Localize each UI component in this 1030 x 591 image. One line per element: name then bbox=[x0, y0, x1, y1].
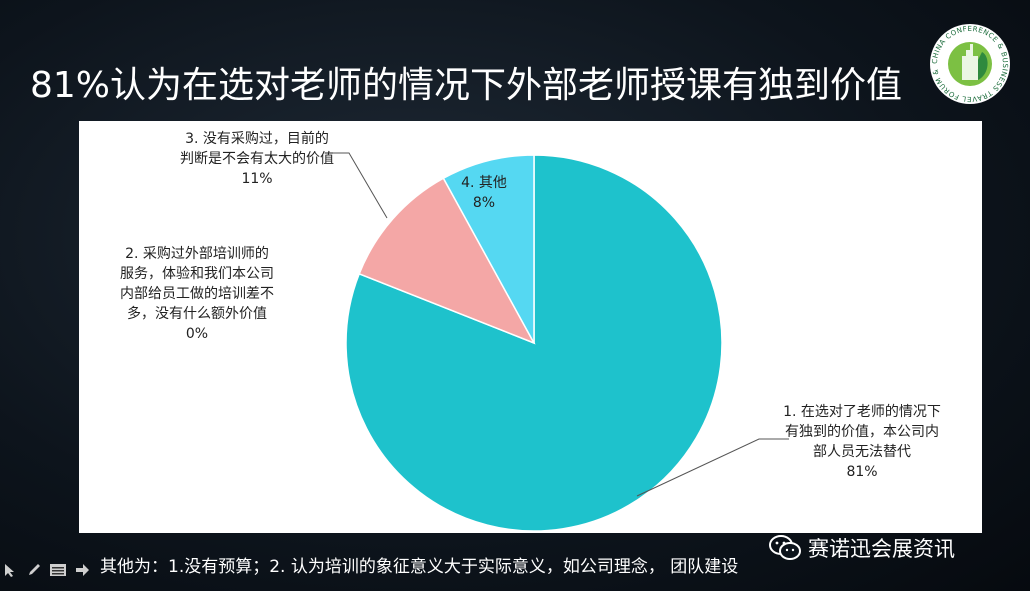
next-arrow-icon[interactable] bbox=[72, 560, 92, 580]
leader-line-3 bbox=[329, 152, 388, 219]
pen-icon[interactable] bbox=[24, 560, 44, 580]
slice-label-3: 3. 没有采购过，目前的判断是不会有太大的价值 11% bbox=[180, 130, 334, 187]
wechat-icon bbox=[769, 535, 801, 560]
leader-line-1 bbox=[636, 438, 789, 497]
slice-label-4: 4. 其他 8% bbox=[461, 175, 507, 211]
watermark: 赛诺迅会展资讯 bbox=[768, 533, 955, 563]
slideshow-toolbar bbox=[0, 557, 92, 583]
menu-icon[interactable] bbox=[48, 560, 68, 580]
slice-label-1: 1. 在选对了老师的情况下有独到的价值，本公司内部人员无法替代 81% bbox=[783, 404, 941, 480]
watermark-text: 赛诺迅会展资讯 bbox=[808, 537, 955, 561]
footer-note: 其他为：1.没有预算；2. 认为培训的象征意义大于实际意义，如公司理念， 团队建… bbox=[100, 557, 739, 577]
pointer-icon[interactable] bbox=[0, 560, 20, 580]
pie-chart-svg: 1. 在选对了老师的情况下有独到的价值，本公司内部人员无法替代 81% 2. 采购过… bbox=[120, 130, 941, 532]
pie-slice-4 bbox=[442, 154, 535, 344]
pie-slice-3 bbox=[358, 177, 536, 345]
slice-label-2: 2. 采购过外部培训师的服务，体验和我们本公司内部给员工做的培训差不多，没有什么… bbox=[120, 246, 274, 342]
conference-forum-logo-icon: CHINA CONFERENCE & BUSINESS TRAVEL FORUM… bbox=[919, 10, 1018, 112]
slide-title: 81%认为在选对老师的情况下外部老师授课有独到价值 bbox=[30, 65, 903, 106]
pie-chart: 1. 在选对了老师的情况下有独到的价值，本公司内部人员无法替代 81% 2. 采购过… bbox=[79, 121, 982, 533]
